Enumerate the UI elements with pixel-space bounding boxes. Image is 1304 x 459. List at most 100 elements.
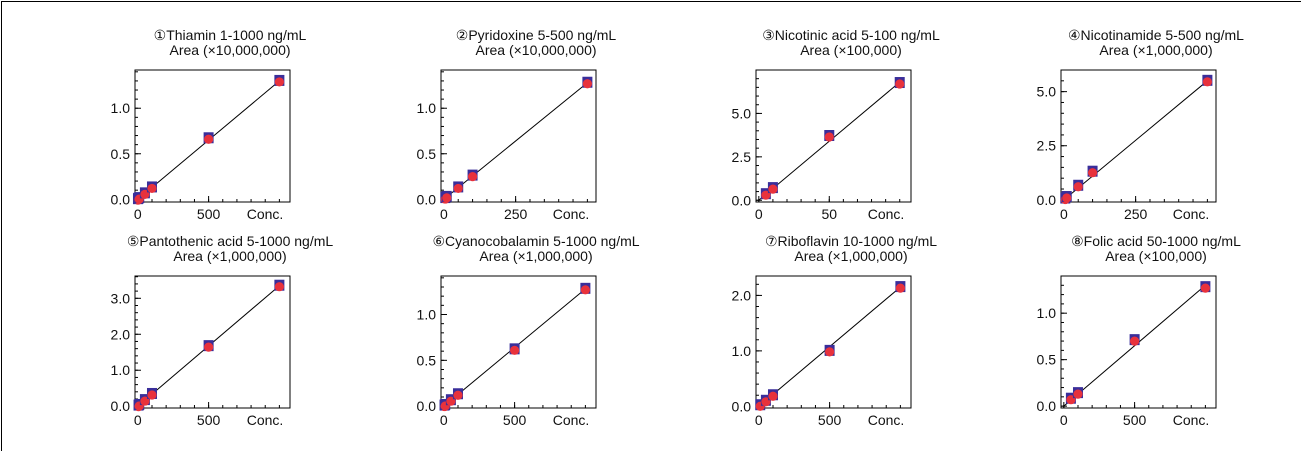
x-tick-label: 0 [134, 206, 142, 222]
x-tick-label: 0 [1060, 206, 1068, 222]
data-point [146, 387, 157, 400]
data-point [895, 281, 906, 293]
panel-title: ①Thiamin 1-1000 ng/mL [153, 27, 307, 43]
y-axis-label: Area (×1,000,000) [479, 248, 593, 264]
plot-area: 0 500 Conc. 0.0 1.0 2.0 [732, 275, 912, 428]
y-tick-label: 1.0 [111, 100, 131, 116]
x-tick-label: 250 [1124, 206, 1148, 222]
plot-area: 0 500 Conc. 0.0 1.0 2.0 3.0 [111, 275, 291, 428]
plot-area: 0 250 Conc. 0.0 0.5 1.0 [417, 69, 597, 222]
y-tick-label: 0.5 [111, 146, 131, 162]
data-point [467, 169, 478, 182]
y-tick-label: 0.0 [417, 191, 437, 207]
data-point [580, 282, 591, 295]
x-axis-label: Conc. [868, 206, 905, 222]
axes-frame [1060, 69, 1217, 203]
calibration-line [1063, 80, 1208, 201]
data-point [1202, 74, 1213, 87]
x-tick-label: 50 [821, 206, 837, 222]
data-point [824, 344, 835, 357]
panel-title: ③Nicotinic acid 5-100 ng/mL [762, 27, 940, 43]
panel-title: ②Pyridoxine 5-500 ng/mL [455, 27, 617, 43]
y-tick-label: 1.0 [111, 362, 131, 378]
y-tick-label: 0.0 [732, 192, 752, 208]
x-tick-label: 0 [1060, 412, 1068, 428]
data-point [824, 130, 835, 142]
y-axis-label: Area (×10,000,000) [475, 42, 597, 58]
y-tick-label: 0.0 [417, 398, 437, 414]
x-tick-label: 0 [440, 412, 448, 428]
plot-area: 0 250 Conc. 0.0 2.5 5.0 [1037, 69, 1217, 222]
calibration-panel-5: ⑤Pantothenic acid 5-1000 ng/mL Area (×1,0… [80, 234, 380, 459]
y-tick-label: 1.0 [1037, 305, 1057, 321]
data-point [1073, 179, 1084, 192]
axes-frame [134, 275, 291, 409]
x-tick-label: 500 [818, 412, 842, 428]
data-point [1200, 281, 1211, 293]
calibration-panel-7: ⑦Riboflavin 10-1000 ng/mL Area (×1,000,00… [701, 234, 1001, 459]
y-tick-label: 0.5 [417, 146, 437, 162]
y-tick-label: 0.5 [1037, 352, 1057, 368]
plot-area: 0 50 Conc. 0.0 2.5 5.0 [732, 69, 912, 222]
panel-title: ⑥Cyanocobalamin 5-1000 ng/mL [432, 233, 640, 249]
data-point [452, 388, 463, 400]
figure-frame [1, 1, 1301, 451]
calibration-panel-8: ⑧Folic acid 50-1000 ng/mL Area (×100,000)… [1006, 234, 1304, 459]
y-axis-label: Area (×1,000,000) [1099, 42, 1213, 58]
calibration-panel-4: ④Nicotinamide 5-500 ng/mL Area (×1,000,00… [1006, 28, 1304, 253]
axes-frame [440, 275, 597, 409]
x-tick-label: 500 [503, 412, 527, 428]
calibration-panel-1: ①Thiamin 1-1000 ng/mL Area (×10,000,000) 0… [80, 28, 380, 253]
data-point [274, 74, 285, 87]
y-tick-label: 5.0 [1037, 84, 1057, 100]
data-point [146, 181, 157, 194]
y-tick-label: 3.0 [111, 290, 131, 306]
data-point [203, 132, 214, 144]
y-axis-label: Area (×10,000,000) [169, 42, 291, 58]
data-point [203, 340, 214, 352]
axes-frame [1060, 275, 1217, 409]
x-tick-label: 0 [755, 206, 763, 222]
data-point [274, 279, 285, 292]
x-tick-label: 500 [197, 412, 221, 428]
calibration-panel-2: ②Pyridoxine 5-500 ng/mL Area (×10,000,000… [386, 28, 686, 253]
data-point [1061, 191, 1072, 203]
data-point [453, 181, 464, 194]
data-point [767, 389, 778, 401]
y-axis-label: Area (×1,000,000) [794, 248, 908, 264]
x-tick-label: 500 [197, 206, 221, 222]
y-tick-label: 0.0 [111, 191, 131, 207]
panel-title: ⑦Riboflavin 10-1000 ng/mL [764, 233, 938, 249]
data-point [582, 76, 593, 89]
panel-title: ⑧Folic acid 50-1000 ng/mL [1071, 233, 1241, 249]
y-tick-label: 2.0 [111, 326, 131, 342]
x-axis-label: Conc. [1173, 412, 1210, 428]
x-axis-label: Conc. [247, 412, 284, 428]
x-tick-label: 0 [755, 412, 763, 428]
y-axis-label: Area (×100,000) [800, 42, 902, 58]
data-point [509, 343, 520, 355]
calibration-line [443, 82, 588, 200]
x-axis-label: Conc. [1173, 206, 1210, 222]
y-tick-label: 0.0 [732, 398, 752, 414]
panel-title: ④Nicotinamide 5-500 ng/mL [1068, 27, 1244, 43]
x-axis-label: Conc. [868, 412, 905, 428]
y-tick-label: 2.5 [1037, 138, 1057, 154]
y-axis-label: Area (×100,000) [1105, 248, 1207, 264]
calibration-panel-6: ⑥Cyanocobalamin 5-1000 ng/mL Area (×1,000… [386, 234, 686, 459]
x-tick-label: 500 [1123, 412, 1147, 428]
data-point [894, 77, 905, 89]
y-tick-label: 0.0 [111, 398, 131, 414]
y-tick-label: 5.0 [732, 105, 752, 121]
x-axis-label: Conc. [553, 412, 590, 428]
data-point [1129, 334, 1140, 346]
x-tick-label: 250 [504, 206, 528, 222]
axes-frame [755, 275, 912, 409]
data-point [1087, 165, 1098, 178]
x-tick-label: 0 [440, 206, 448, 222]
y-tick-label: 0.5 [417, 352, 437, 368]
plot-area: 0 500 Conc. 0.0 0.5 1.0 [111, 69, 291, 222]
data-point [441, 190, 452, 203]
x-tick-label: 0 [134, 412, 142, 428]
